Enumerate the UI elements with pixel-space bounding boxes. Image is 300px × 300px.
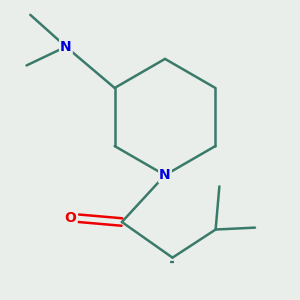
Text: N: N — [60, 40, 72, 54]
Text: O: O — [64, 211, 76, 225]
Text: N: N — [159, 168, 171, 182]
